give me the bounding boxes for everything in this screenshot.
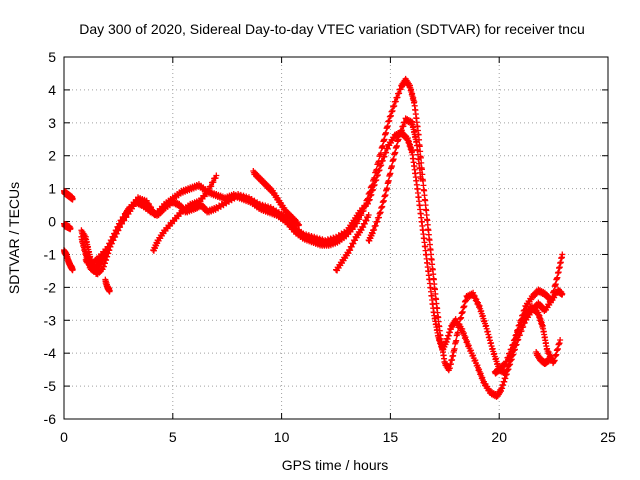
data-point <box>364 196 371 203</box>
y-tick-label: 3 <box>48 115 56 131</box>
data-point <box>362 202 369 209</box>
data-point <box>373 166 380 173</box>
x-tick-label: 5 <box>169 429 177 445</box>
data-point <box>559 251 566 258</box>
y-tick-label: -6 <box>44 411 57 427</box>
series-track-b <box>61 220 74 233</box>
chart-title: Day 300 of 2020, Sidereal Day-to-day VTE… <box>79 21 585 37</box>
series-track-a <box>61 187 76 203</box>
x-tick-label: 10 <box>274 429 290 445</box>
data-point <box>369 182 376 189</box>
data-point <box>417 175 424 182</box>
series-track-c <box>61 246 76 274</box>
data-point <box>67 225 74 232</box>
y-tick-label: -3 <box>44 312 57 328</box>
data-point <box>203 190 210 197</box>
data-point <box>206 187 213 194</box>
data-point <box>557 337 564 344</box>
data-point <box>470 352 477 359</box>
data-point <box>366 190 373 197</box>
data-point <box>368 183 375 190</box>
series-track-early-loop <box>78 205 133 278</box>
data-point <box>208 183 215 190</box>
x-tick-label: 25 <box>600 429 616 445</box>
data-point <box>106 287 113 294</box>
series-track-9h-branch <box>250 167 303 229</box>
data-point <box>358 212 365 219</box>
data-point <box>456 321 463 328</box>
data-point <box>451 345 458 352</box>
data-point <box>356 216 363 223</box>
data-point <box>210 179 217 186</box>
series-track-mid-branch <box>150 172 220 254</box>
series-track-main-1 <box>78 128 566 400</box>
series-track-13h-branch <box>333 211 372 274</box>
data-point <box>213 172 220 179</box>
data-point <box>362 203 369 210</box>
data-points <box>61 75 566 400</box>
y-tick-label: 4 <box>48 82 56 98</box>
data-point <box>559 290 566 297</box>
series-track-dip <box>102 276 113 295</box>
data-point <box>296 221 303 228</box>
series-track-14h-branch <box>365 115 424 244</box>
y-tick-label: -5 <box>44 378 57 394</box>
data-point <box>377 150 384 157</box>
x-axis-label: GPS time / hours <box>282 457 389 473</box>
data-point <box>546 356 553 363</box>
x-tick-label: 20 <box>491 429 507 445</box>
data-point <box>465 342 472 349</box>
data-point <box>365 211 372 218</box>
data-point <box>69 266 76 273</box>
data-point <box>69 195 76 202</box>
x-tick-label: 15 <box>383 429 399 445</box>
plot-frame <box>63 56 609 420</box>
y-tick-label: 2 <box>48 148 56 164</box>
x-tick-label: 0 <box>60 429 68 445</box>
data-point <box>126 205 133 212</box>
data-point <box>354 220 361 227</box>
y-axis-label: SDTVAR / TECUs <box>6 182 22 294</box>
data-point <box>453 337 460 344</box>
y-tick-label: -2 <box>44 279 57 295</box>
data-point <box>472 357 479 364</box>
data-point <box>364 195 371 202</box>
data-point <box>371 174 378 181</box>
y-tick-label: -1 <box>44 246 57 262</box>
data-point <box>375 158 382 165</box>
y-tick-label: -4 <box>44 345 57 361</box>
data-point <box>416 143 423 150</box>
data-point <box>467 347 474 354</box>
data-point <box>454 329 461 336</box>
data-point <box>360 207 367 214</box>
y-tick-label: 5 <box>48 49 56 65</box>
series-track-late-loop <box>491 302 564 377</box>
grid-lines <box>64 57 608 419</box>
series-track-main-2 <box>82 75 566 377</box>
y-tick-label: 1 <box>48 181 56 197</box>
data-point <box>351 223 358 230</box>
data-point <box>367 189 374 196</box>
series-track-late-spur <box>533 348 553 367</box>
y-tick-label: 0 <box>48 214 56 230</box>
